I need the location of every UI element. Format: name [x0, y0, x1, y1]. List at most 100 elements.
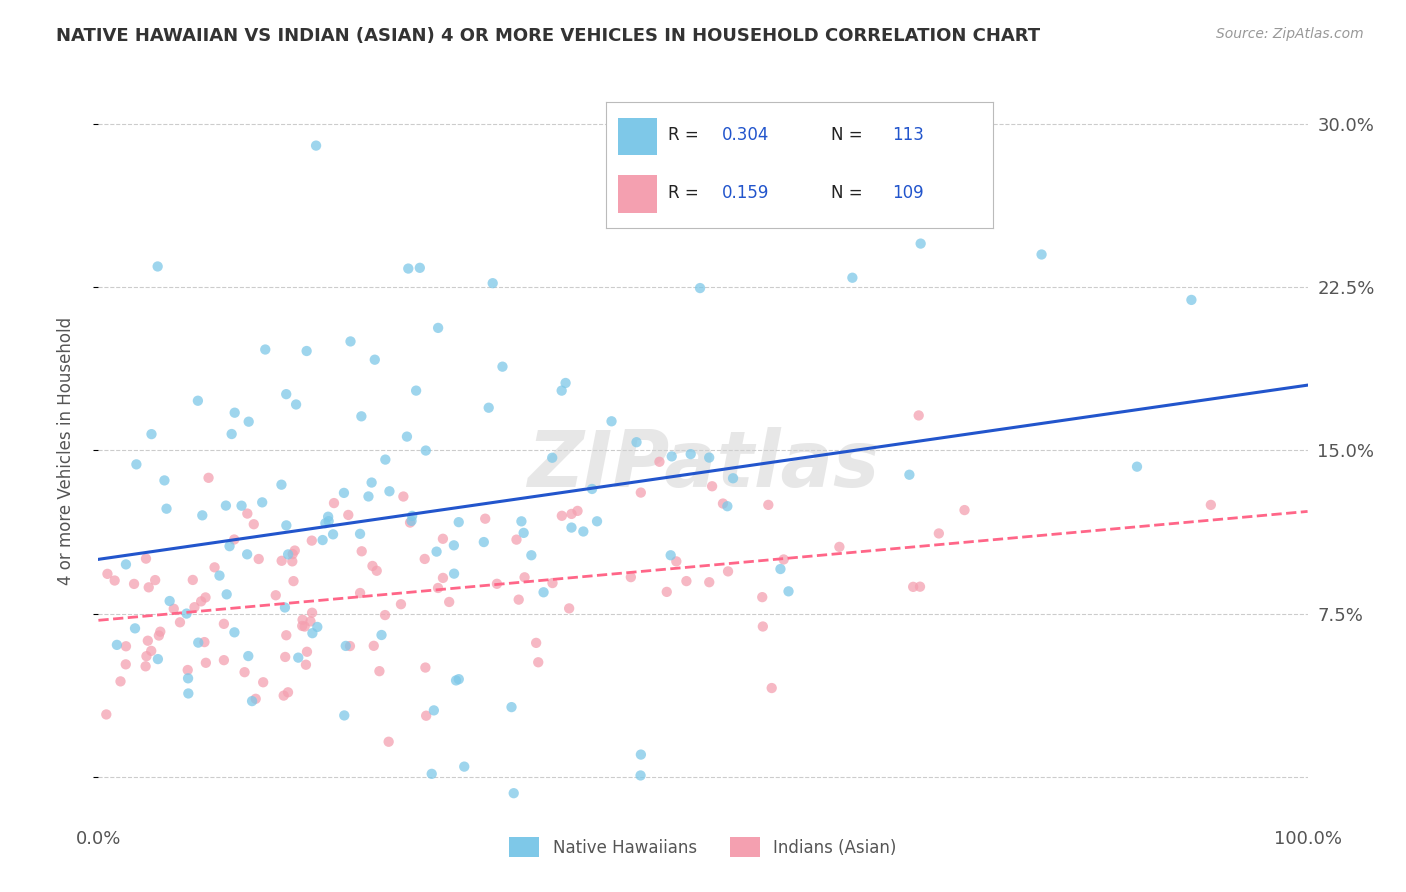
Point — [177, 671, 200, 685]
Point — [212, 616, 235, 631]
Point — [191, 508, 214, 523]
Point — [512, 525, 534, 540]
Y-axis label: 4 or more Vehicles in Household: 4 or more Vehicles in Household — [56, 317, 75, 584]
Point — [177, 686, 200, 700]
Point — [415, 660, 437, 674]
Point — [665, 554, 688, 568]
Point — [250, 495, 273, 509]
Point — [630, 747, 652, 762]
Point — [413, 552, 436, 566]
Point — [415, 708, 437, 723]
Point — [659, 548, 682, 562]
Point — [323, 496, 346, 510]
Point — [510, 514, 533, 528]
Point — [274, 649, 297, 664]
Point — [349, 586, 371, 600]
Point — [276, 518, 298, 533]
Point — [339, 639, 361, 653]
Point — [283, 574, 305, 588]
Point — [399, 516, 422, 530]
Point — [697, 450, 720, 465]
Point — [453, 759, 475, 773]
Point — [524, 636, 547, 650]
Point — [567, 504, 589, 518]
Point — [478, 401, 501, 415]
Point — [215, 587, 238, 601]
Point — [910, 236, 932, 251]
Point — [96, 566, 118, 581]
Point — [620, 570, 643, 584]
Point — [368, 664, 391, 678]
Point — [276, 628, 298, 642]
Point — [224, 533, 246, 547]
Point — [335, 639, 357, 653]
Point — [447, 672, 470, 686]
Point — [630, 768, 652, 782]
Point — [339, 334, 361, 349]
Point — [420, 767, 443, 781]
Point — [273, 689, 295, 703]
Point — [689, 281, 711, 295]
Point — [474, 511, 496, 525]
Point — [176, 607, 198, 621]
Point — [115, 640, 138, 654]
Point — [287, 650, 309, 665]
Point — [301, 606, 323, 620]
Point — [110, 674, 132, 689]
Point — [401, 508, 423, 523]
Point — [245, 691, 267, 706]
Point — [333, 486, 356, 500]
Point — [177, 663, 200, 677]
Point — [270, 554, 292, 568]
Point — [155, 501, 177, 516]
Point — [600, 414, 623, 428]
Point — [631, 215, 654, 229]
Point — [533, 585, 555, 599]
Point — [138, 580, 160, 594]
Text: NATIVE HAWAIIAN VS INDIAN (ASIAN) 4 OR MORE VEHICLES IN HOUSEHOLD CORRELATION CH: NATIVE HAWAIIAN VS INDIAN (ASIAN) 4 OR M… — [56, 27, 1040, 45]
Point — [364, 352, 387, 367]
Point — [274, 600, 297, 615]
Point — [284, 543, 307, 558]
Point — [586, 514, 609, 528]
Point — [149, 624, 172, 639]
Point — [349, 526, 371, 541]
Point — [505, 533, 527, 547]
Point — [370, 628, 392, 642]
Point — [104, 574, 127, 588]
Point — [114, 657, 136, 672]
Point — [305, 138, 328, 153]
Point — [136, 633, 159, 648]
Point — [141, 644, 163, 658]
Point — [231, 499, 253, 513]
Text: Source: ZipAtlas.com: Source: ZipAtlas.com — [1216, 27, 1364, 41]
Point — [541, 450, 564, 465]
Point — [581, 482, 603, 496]
Point — [901, 580, 924, 594]
Point — [550, 384, 572, 398]
Point — [215, 499, 238, 513]
Point — [551, 508, 574, 523]
Point — [427, 581, 450, 595]
Point — [572, 524, 595, 539]
Point — [502, 786, 524, 800]
Point — [221, 427, 243, 442]
Point — [194, 591, 217, 605]
Text: ZIPatlas: ZIPatlas — [527, 427, 879, 503]
Point — [208, 568, 231, 582]
Point — [1199, 498, 1222, 512]
Point — [212, 653, 235, 667]
Point — [135, 551, 157, 566]
Point — [337, 508, 360, 522]
Point — [299, 615, 322, 629]
Point — [236, 547, 259, 561]
Point — [291, 619, 314, 633]
Point — [285, 397, 308, 411]
Point — [769, 562, 792, 576]
Point — [143, 573, 166, 587]
Point — [630, 485, 652, 500]
Point — [447, 515, 470, 529]
Point — [409, 260, 432, 275]
Point — [437, 595, 460, 609]
Point — [224, 625, 246, 640]
